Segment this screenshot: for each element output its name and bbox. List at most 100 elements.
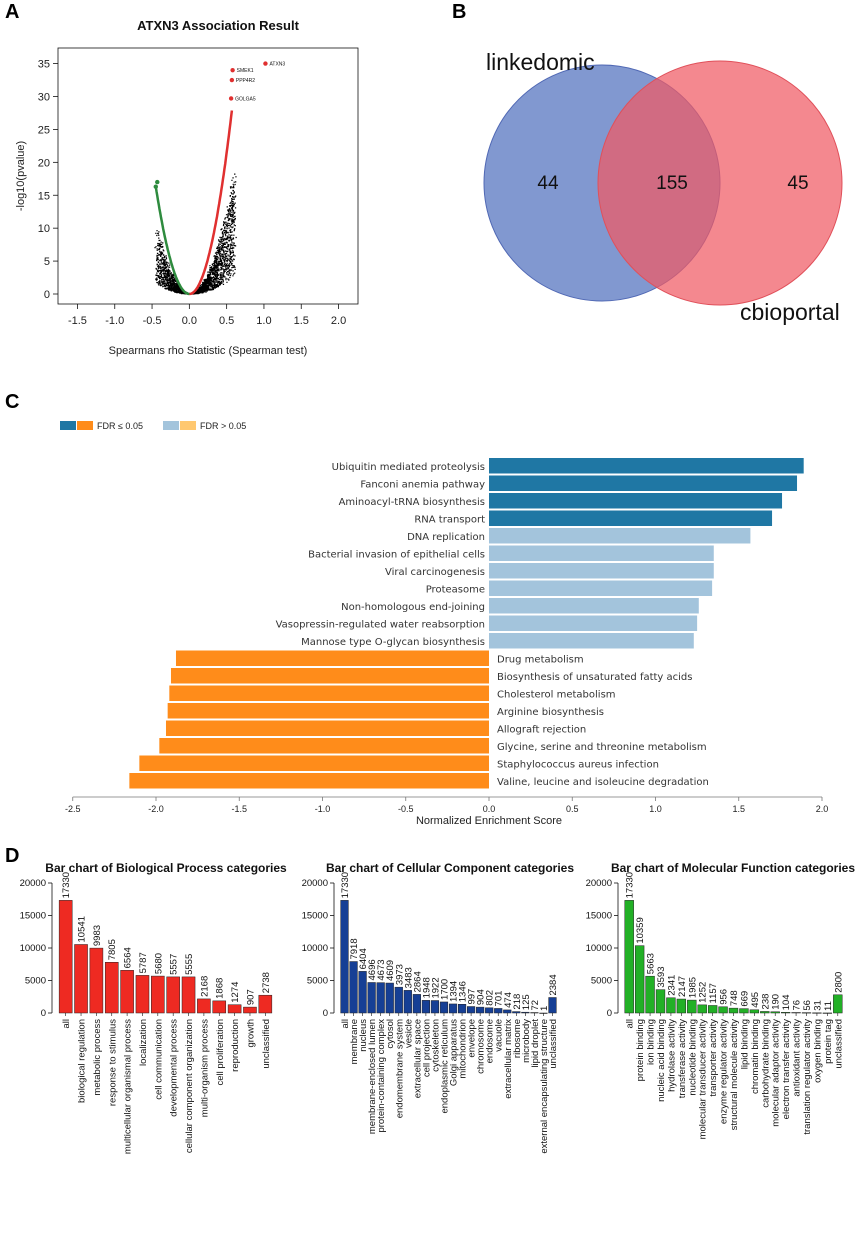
go-bar (89, 947, 104, 1014)
volcano-point-cloud (154, 110, 237, 296)
nes-x-tick-label: -0.5 (398, 804, 414, 814)
go-category-label: response to stimulus (107, 1019, 118, 1106)
go-bar-value: 10541 (77, 916, 88, 942)
legend-label-fdr-sig: FDR ≤ 0.05 (97, 421, 143, 431)
go-bar (367, 982, 376, 1014)
go-bar (624, 900, 634, 1014)
go-bar (770, 1011, 780, 1014)
go-bar-value: 218 (512, 994, 523, 1010)
go-bar-value: 104 (781, 994, 792, 1010)
go-bar (457, 1004, 467, 1014)
volcano-cloud-points (154, 173, 237, 295)
go-category-label: molecular transducer activity (698, 1019, 709, 1140)
go-bar (548, 997, 557, 1014)
go-bar-value: 2147 (677, 976, 688, 997)
go-bar-value: 904 (476, 989, 487, 1005)
nes-category-label: RNA transport (414, 514, 485, 525)
go-category-label: cell proliferation (215, 1019, 226, 1086)
go-bar (448, 1003, 458, 1014)
go-bar (634, 945, 645, 1014)
go-bar (833, 994, 843, 1014)
volcano-x-tick-label: 2.0 (331, 315, 346, 327)
nes-x-tick-label: 0.0 (483, 804, 496, 814)
go-y-tick-label: 10000 (20, 943, 46, 954)
venn-set-left-label: linkedomic (486, 49, 595, 75)
go-category-label: microbody (521, 1019, 532, 1063)
volcano-y-label: -log10(pvalue) (15, 141, 27, 211)
volcano-x-tick-label: 0.5 (219, 315, 234, 327)
go-bar-value: 2384 (548, 974, 559, 995)
venn-only-right-count: 45 (787, 173, 808, 194)
volcano-highlight-point (230, 67, 235, 73)
volcano-point-label: ATXN3 (269, 62, 285, 68)
go-y-tick-label: 5000 (591, 976, 612, 987)
nes-category-label: Ubiquitin mediated proteolysis (332, 462, 485, 473)
go-bar-value: 3973 (394, 964, 405, 985)
go-bar-value: 748 (729, 990, 740, 1006)
volcano-y-tick-label: 0 (44, 289, 50, 301)
volcano-point-label: GOLGA5 (235, 96, 256, 102)
go-category-label: external encapsulating structure (539, 1019, 550, 1154)
go-category-label: protein tag (823, 1019, 834, 1064)
nes-bar (167, 703, 489, 719)
go-bar-value: 4609 (385, 960, 396, 981)
nes-category-label: Mannose type O-glycan biosynthesis (301, 637, 485, 648)
go-category-label: reproduction (230, 1019, 241, 1072)
go-bar-value: 5663 (646, 953, 657, 974)
go-bar (687, 999, 697, 1014)
volcano-highlight-point (228, 96, 234, 101)
go-bar (58, 900, 73, 1014)
go-category-label: antioxidant activity (792, 1019, 803, 1097)
go-category-label: nucleic acid binding (656, 1019, 667, 1102)
go-bar (358, 971, 367, 1014)
volcano-positive-significant-curve (189, 110, 234, 296)
go-bar (421, 1000, 430, 1014)
go-y-tick-label: 0 (607, 1008, 612, 1019)
nes-category-label: Allograft rejection (497, 724, 586, 735)
go-bar (197, 998, 211, 1014)
nes-bar (159, 738, 489, 754)
go-category-label: vesicle (403, 1019, 414, 1048)
volcano-x-tick-label: -1.0 (105, 315, 124, 327)
go-category-label: chromosome (476, 1019, 487, 1074)
volcano-x-tick-label: 1.0 (256, 315, 271, 327)
legend-swatch-fdr-sig-blue (60, 421, 76, 430)
nes-bar (489, 633, 694, 649)
go-y-tick-label: 15000 (586, 911, 612, 922)
volcano-point-label: SMEK1 (237, 68, 254, 74)
go-bar (151, 975, 165, 1014)
go-category-label: biological regulation (77, 1019, 88, 1103)
go-bar-value: 11 (823, 1001, 834, 1011)
go-bar (385, 982, 394, 1014)
volcano-highlight-point (155, 179, 160, 185)
go-y-tick-label: 0 (323, 1008, 328, 1019)
go-category-label: all (625, 1019, 636, 1029)
volcano-x-tick-label: 0.0 (182, 315, 197, 327)
go-bar (697, 1004, 707, 1014)
go-bar (521, 1011, 530, 1014)
go-category-label: extracellular space (412, 1019, 423, 1098)
go-category-label: developmental process (169, 1019, 180, 1117)
volcano-x-tick-label: 1.5 (294, 315, 309, 327)
go-bar (403, 990, 412, 1014)
go-bar (739, 1008, 749, 1014)
nes-bar (489, 580, 713, 596)
go-category-label: hydrolase activity (666, 1019, 677, 1092)
go-bar-value: 907 (245, 989, 256, 1005)
go-bar (394, 986, 403, 1014)
go-bar-value: 1394 (449, 981, 460, 1002)
go-category-label: transporter activity (708, 1019, 719, 1097)
go-bar-value: 2168 (199, 976, 210, 997)
nes-x-tick-label: -2.5 (65, 804, 81, 814)
go-category-label: extracellular matrix (503, 1019, 514, 1099)
legend-swatch-fdr-sig-orange (77, 421, 93, 430)
nes-category-label: Bacterial invasion of epithelial cells (308, 549, 485, 560)
go-bar-value: 125 (521, 994, 532, 1010)
nes-bar (489, 528, 751, 544)
nes-bar (165, 720, 490, 736)
legend-swatch-fdr-ns-blue (163, 421, 179, 430)
go-bar (494, 1008, 503, 1014)
go-bar-value: 56 (802, 1000, 813, 1011)
nes-category-label: Cholesterol metabolism (497, 689, 616, 700)
cc-chart-title: Bar chart of Cellular Component categori… (326, 861, 574, 875)
